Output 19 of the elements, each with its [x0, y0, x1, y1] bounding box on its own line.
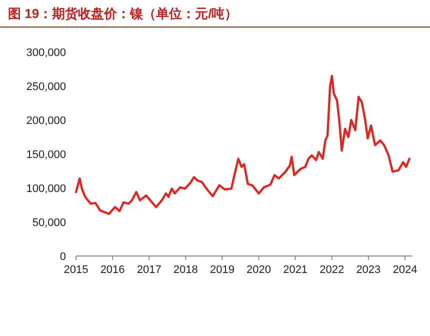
x-tick-label: 2024 — [392, 264, 418, 276]
x-tick-label: 2018 — [173, 264, 198, 276]
line-series — [74, 74, 410, 215]
y-tick-label: 250,000 — [26, 81, 66, 93]
x-tick-label: 2017 — [136, 264, 162, 276]
y-tick-label: 150,000 — [26, 149, 66, 161]
chart-title: 图 19：期货收盘价：镍（单位：元/吨） — [8, 6, 238, 21]
y-tick-label: 200,000 — [26, 115, 66, 127]
x-tick-label: 2021 — [283, 264, 308, 276]
x-tick-label: 2022 — [320, 264, 344, 276]
x-tick-label: 2016 — [100, 264, 125, 276]
y-tick-label: 0 — [60, 251, 66, 263]
x-tick-label: 2023 — [356, 264, 381, 276]
y-tick-label: 100,000 — [26, 183, 66, 195]
x-tick-label: 2015 — [64, 264, 88, 276]
x-tick-label: 2019 — [210, 264, 234, 276]
y-tick-label: 50,000 — [32, 217, 66, 229]
y-tick-label: 300,000 — [26, 47, 66, 59]
x-tick-label: 2020 — [246, 264, 272, 276]
